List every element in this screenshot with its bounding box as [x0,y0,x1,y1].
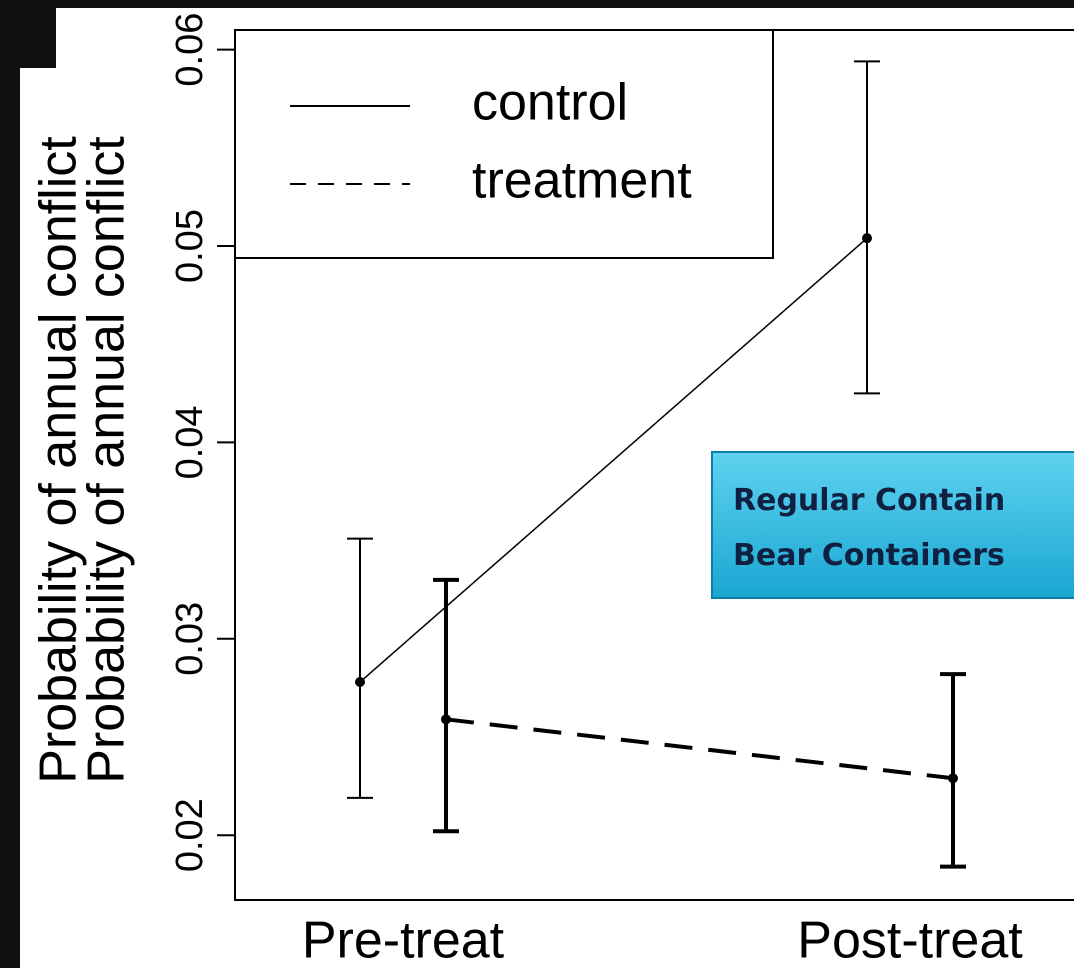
legend-label: treatment [472,152,692,210]
y-tick-label: 0.02 [169,798,211,872]
y-tick-label: 0.06 [169,13,211,87]
point [441,714,451,725]
frame-left [0,0,20,968]
y-tick-label: 0.03 [169,602,211,676]
y-tick-label: 0.04 [169,405,211,479]
callout: Regular Contain Bear Containers [711,451,1074,599]
callout-box [711,451,1074,599]
x-tick-label: Pre-treat [302,912,505,968]
point [862,233,872,244]
y-tick-label: 0.05 [169,209,211,283]
callout-text: Regular Contain [733,483,1005,518]
legend-label: control [472,74,628,132]
point [355,677,365,688]
series-line [445,717,954,781]
callout-text: Bear Containers [733,538,1005,573]
frame-corner [0,0,56,68]
legend-box [234,29,774,259]
y-axis-label: Probability of annual conflict [78,136,136,784]
frame-top [0,0,1074,8]
y-axis-label-ghost: Probability of annual conflict [30,136,88,784]
x-tick-label: Post-treat [797,912,1023,968]
point [948,773,958,784]
legend: control treatment [234,29,774,259]
